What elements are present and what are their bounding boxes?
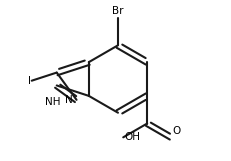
Text: NH: NH [45,97,61,107]
Text: N: N [65,95,73,105]
Text: OH: OH [124,132,140,142]
Text: O: O [172,126,180,136]
Text: I: I [28,76,31,86]
Text: Br: Br [112,6,124,16]
